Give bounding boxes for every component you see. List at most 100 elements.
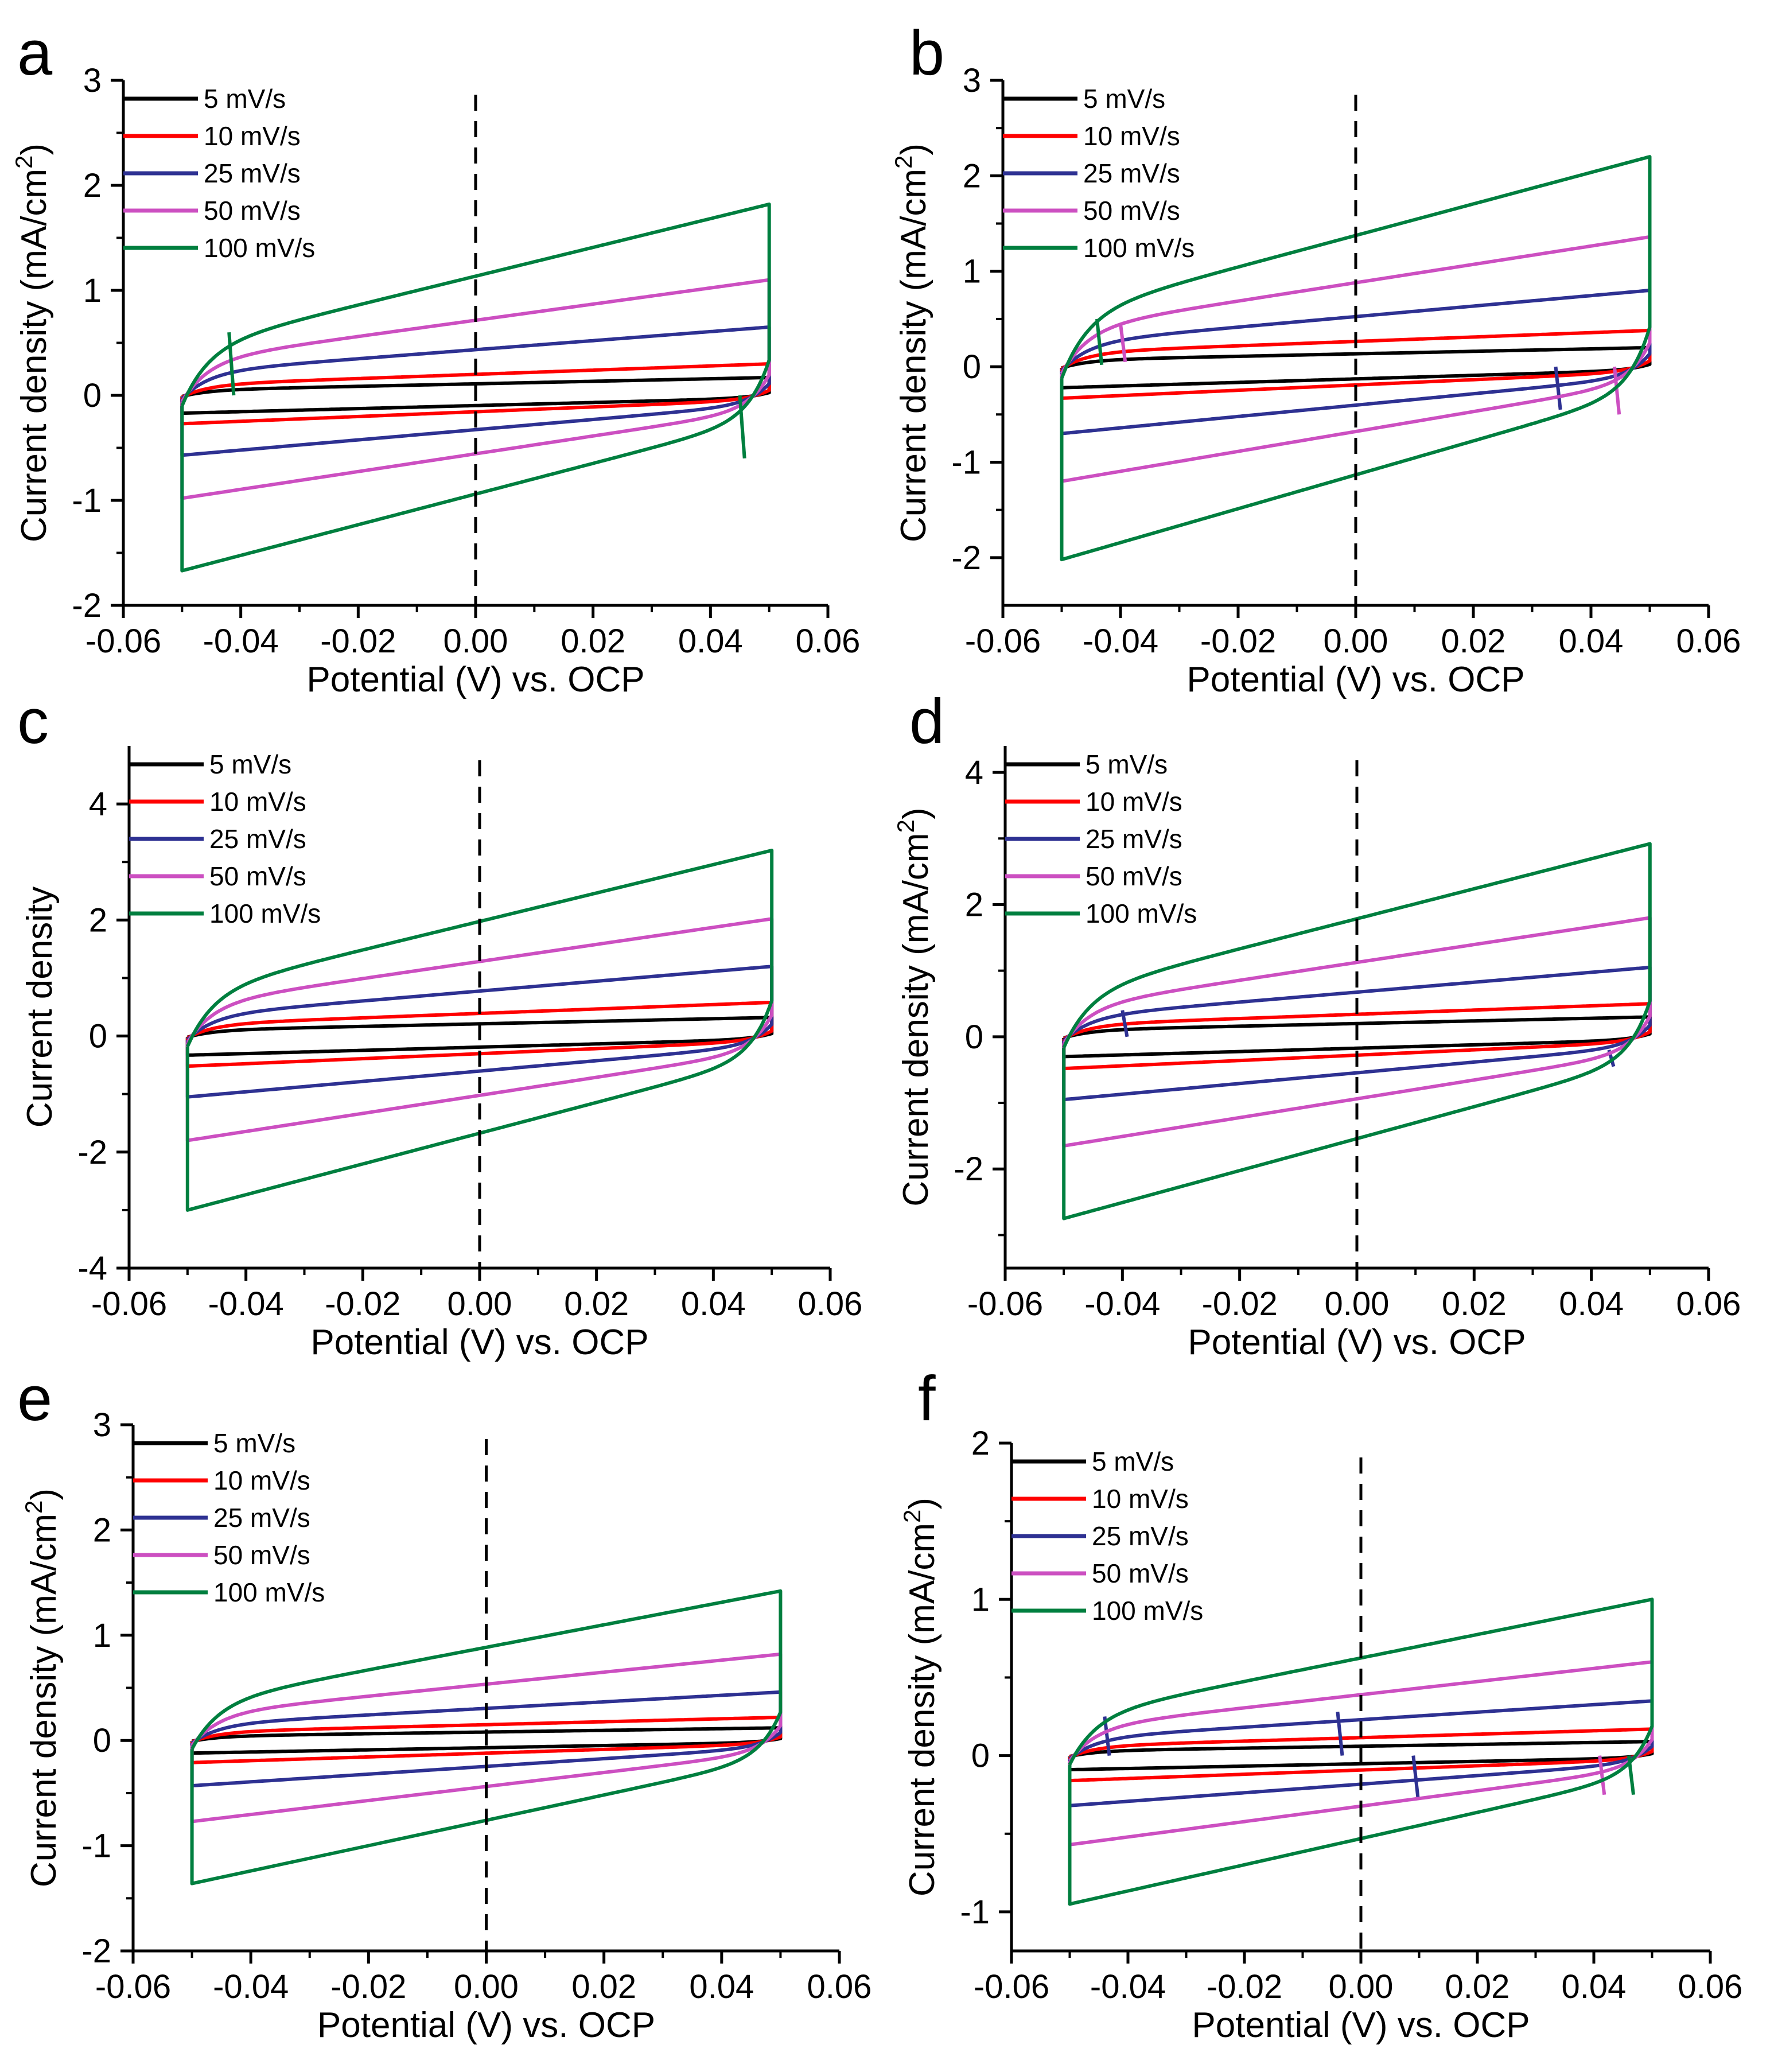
y-tick-label: 2 xyxy=(89,901,107,939)
legend-label: 10 mV/s xyxy=(1083,121,1180,151)
y-tick-label: -1 xyxy=(960,1894,990,1931)
y-axis-title: Current density (mA/cm2) xyxy=(890,143,933,542)
cv-curve-100mVs xyxy=(1068,1597,1654,1906)
x-tick-label: -0.04 xyxy=(203,623,279,660)
cv-curve-25mVs xyxy=(1062,965,1652,1102)
panel-letter: b xyxy=(909,18,944,88)
glitch-spike xyxy=(1627,1755,1635,1795)
x-tick-label: -0.02 xyxy=(1207,1968,1282,2005)
legend-label: 100 mV/s xyxy=(1086,899,1197,928)
glitch-spike xyxy=(1121,1010,1129,1037)
x-tick-label: 0.04 xyxy=(681,1285,746,1323)
y-tick-label: 0 xyxy=(89,1018,107,1055)
glitch-spike xyxy=(1119,323,1127,363)
cv-curve-10mVs xyxy=(190,1715,783,1764)
panel-a: a -0.06 -0.04 -0.02 0.00 0.02 0.04 0.06 -2 -1 0 1 2 3… xyxy=(10,18,860,699)
plot-area xyxy=(185,849,774,1212)
legend-label: 100 mV/s xyxy=(1092,1596,1203,1626)
panel-f: f -0.06 -0.04 -0.02 0.00 0.02 0.04 0.06 -1 0 1 2 Pot… xyxy=(898,1363,1742,2045)
x-tick-label: -0.04 xyxy=(1083,623,1158,660)
y-tick-label: 1 xyxy=(83,272,102,309)
panel-b: b -0.06 -0.04 -0.02 0.00 0.02 0.04 0.06 -2 -1 0 1 2 3… xyxy=(890,18,1741,699)
x-tick-label: -0.06 xyxy=(967,1285,1043,1323)
y-axis-title-sup: 2 xyxy=(10,156,37,169)
y-axis-title-main: Current density (mA/cm xyxy=(14,169,54,542)
x-tick-label: 0.06 xyxy=(1678,1968,1743,2005)
y-tick-label: 2 xyxy=(83,167,102,204)
x-axis-title: Potential (V) vs. OCP xyxy=(306,660,644,699)
y-tick-label: 2 xyxy=(971,1425,990,1462)
x-tick-label: 0.04 xyxy=(1562,1968,1627,2005)
y-tick-label: -2 xyxy=(77,1134,107,1171)
legend-label: 25 mV/s xyxy=(209,824,306,854)
plot-area xyxy=(180,202,771,573)
y-tick-label: 1 xyxy=(971,1581,990,1618)
x-tick-label: 0.06 xyxy=(796,623,861,660)
x-tick-label: 0.02 xyxy=(564,1285,629,1323)
x-tick-label: -0.04 xyxy=(208,1285,284,1323)
x-tick-label: 0.00 xyxy=(1325,1285,1390,1323)
y-axis-title-end: ) xyxy=(14,143,54,156)
x-tick-label: 0.02 xyxy=(1442,1285,1507,1323)
x-tick-label: -0.04 xyxy=(213,1968,289,2005)
x-tick-label: 0.06 xyxy=(807,1968,872,2005)
glitch-spike xyxy=(1598,1755,1606,1795)
y-tick-label: 2 xyxy=(965,886,983,923)
y-tick-label: -2 xyxy=(72,587,102,624)
y-axis-title: Current density (mA/cm2) xyxy=(898,1498,942,1896)
cv-curve-5mVs xyxy=(180,375,771,415)
glitch-spike xyxy=(1095,318,1104,366)
cv-curve-100mVs xyxy=(180,202,771,573)
y-tick-label: 1 xyxy=(93,1617,111,1654)
legend-label: 5 mV/s xyxy=(213,1428,295,1458)
y-axis-title: Current density (mA/cm2) xyxy=(20,1488,64,1887)
y-tick-label: -1 xyxy=(81,1828,111,1865)
x-axis-title: Potential (V) vs. OCP xyxy=(1186,660,1524,699)
y-tick-label: 0 xyxy=(83,377,102,414)
plot-area xyxy=(1060,155,1652,562)
legend-label: 25 mV/s xyxy=(1086,824,1182,854)
cv-curve-5mVs xyxy=(1060,345,1652,390)
y-tick-label: 2 xyxy=(93,1511,111,1549)
x-tick-label: 0.02 xyxy=(571,1968,636,2005)
legend-label: 5 mV/s xyxy=(1086,749,1168,779)
legend-label: 100 mV/s xyxy=(1083,233,1195,263)
cv-curve-10mVs xyxy=(185,1000,774,1068)
y-tick-label: -2 xyxy=(81,1933,111,1970)
panel-letter: a xyxy=(17,18,53,88)
x-tick-label: 0.04 xyxy=(678,623,743,660)
cv-curve-50mVs xyxy=(185,917,774,1142)
y-axis-title-end: ) xyxy=(902,1498,942,1510)
glitch-spike xyxy=(1613,366,1621,415)
x-tick-label: -0.06 xyxy=(85,623,161,660)
cv-curve-100mVs xyxy=(190,1589,783,1886)
y-tick-label: -1 xyxy=(951,444,981,481)
y-axis-title-end: ) xyxy=(894,143,933,156)
y-tick-label: 3 xyxy=(83,62,102,99)
plot-area xyxy=(1062,842,1652,1220)
x-tick-label: 0.02 xyxy=(561,623,625,660)
x-tick-label: 0.04 xyxy=(1559,1285,1624,1323)
y-tick-label: 0 xyxy=(971,1737,990,1775)
x-tick-label: -0.02 xyxy=(1202,1285,1278,1323)
panel-letter: f xyxy=(918,1363,936,1434)
legend-label: 5 mV/s xyxy=(1092,1447,1174,1476)
y-axis-title-main: Current density (mA/cm xyxy=(894,169,933,542)
plot-area xyxy=(1068,1597,1654,1906)
cv-curve-50mVs xyxy=(1068,1660,1654,1846)
legend-label: 10 mV/s xyxy=(209,787,306,817)
cv-curve-100mVs xyxy=(185,849,774,1212)
glitch-spike xyxy=(227,332,236,396)
legend-label: 25 mV/s xyxy=(1083,158,1180,188)
x-tick-label: -0.02 xyxy=(330,1968,406,2005)
cv-curve-25mVs xyxy=(185,965,774,1099)
legend-label: 100 mV/s xyxy=(204,233,315,263)
glitch-spike xyxy=(1336,1712,1344,1756)
panel-e: e -0.06 -0.04 -0.02 0.00 0.02 0.04 0.06 -2 -1 0 1 2 3… xyxy=(17,1363,872,2045)
y-axis-title-end: ) xyxy=(24,1488,64,1500)
x-tick-label: -0.06 xyxy=(95,1968,171,2005)
y-axis-title-sup: 2 xyxy=(892,819,919,833)
y-axis-title: Current density (mA/cm2) xyxy=(10,143,54,542)
glitch-spike xyxy=(738,395,746,459)
